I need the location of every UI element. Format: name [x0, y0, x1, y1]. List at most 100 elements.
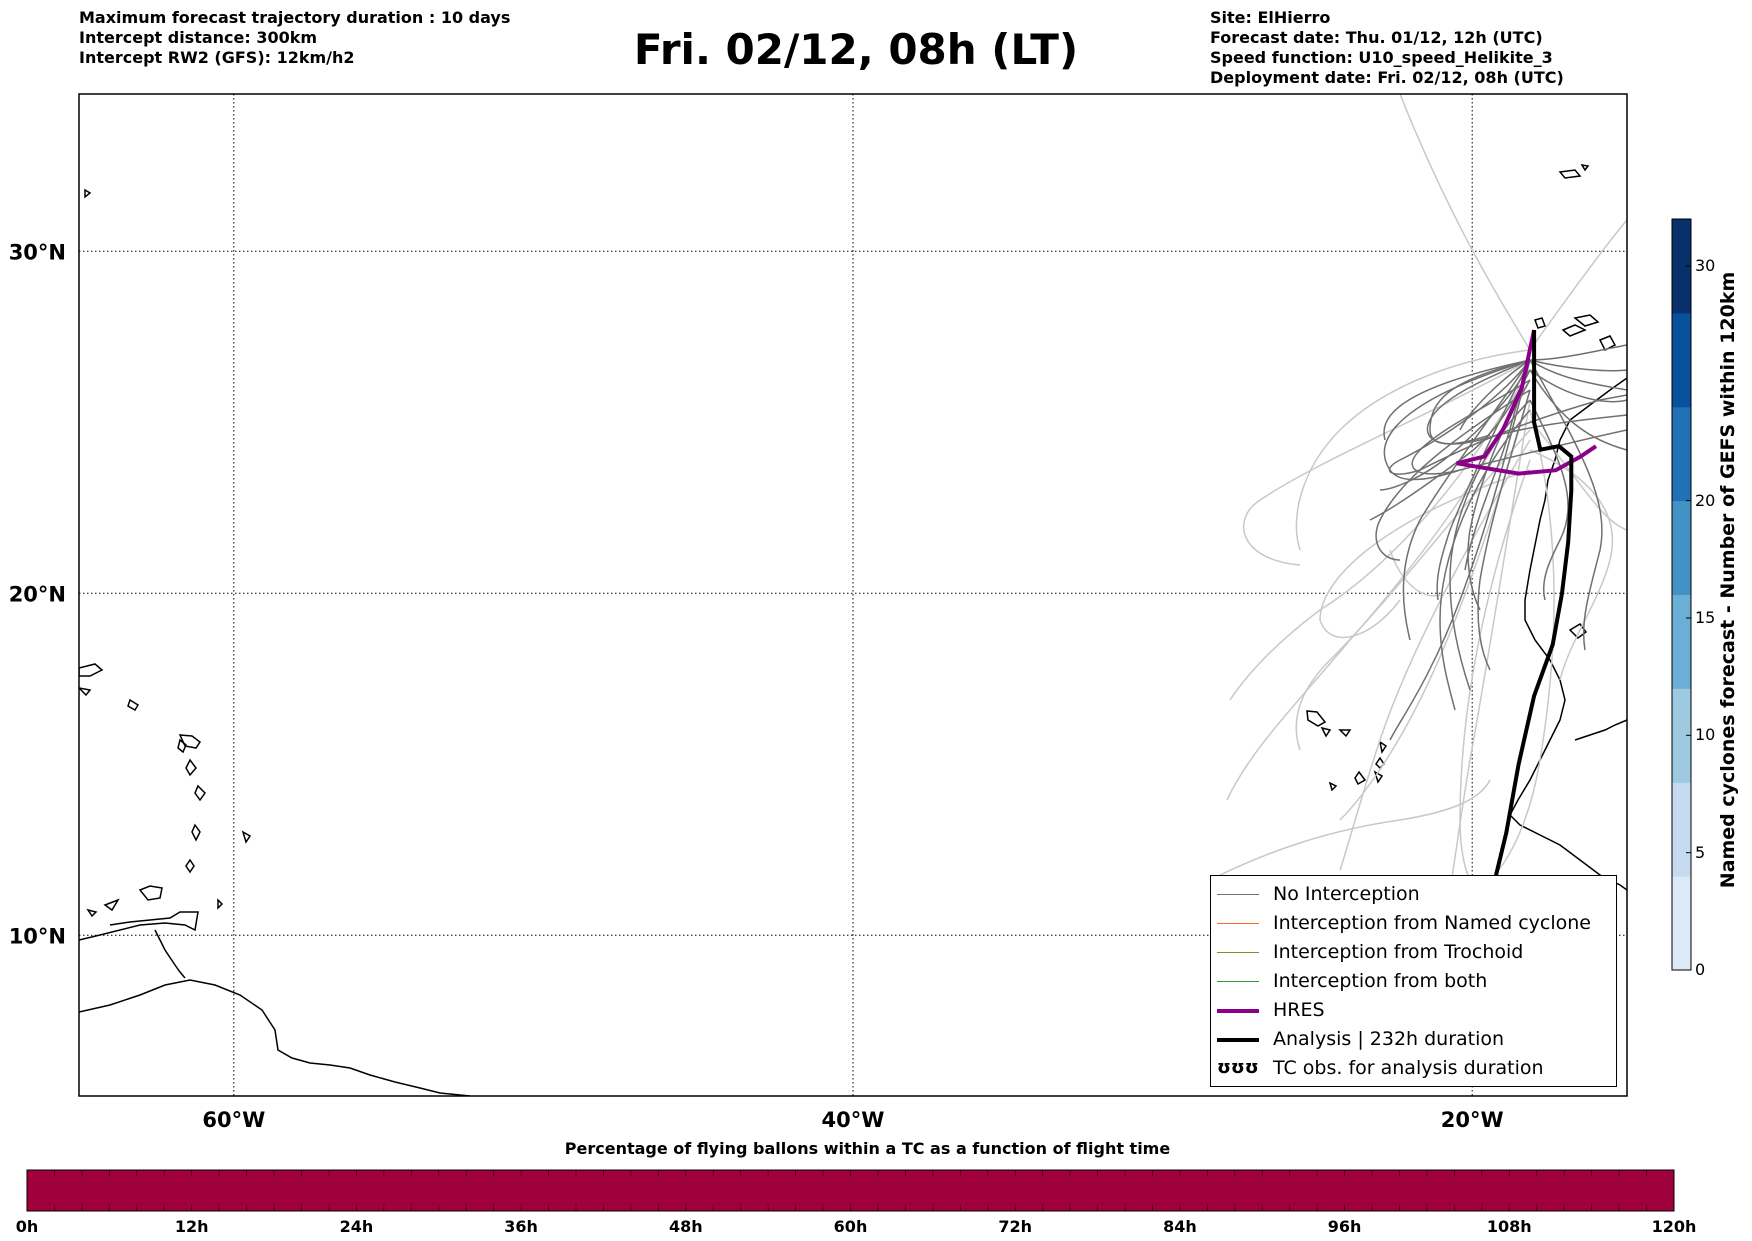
percent-bar-tick-label: 60h [833, 1217, 868, 1236]
madeira-islet [1580, 163, 1590, 172]
legend-label: TC obs. for analysis duration [1273, 1057, 1544, 1079]
percent-bar-tick-label: 84h [1163, 1217, 1197, 1236]
aruba-curacao [86, 908, 98, 918]
page-title: Fri. 02/12, 08h (LT) [633, 25, 1079, 74]
legend-label: No Interception [1273, 883, 1420, 905]
colorbar-tick-label: 15 [1695, 607, 1716, 627]
legend: No Interception Interception from Named … [1210, 875, 1617, 1087]
colorbar-title: Named cyclones forecast - Number of GEFS… [1717, 271, 1739, 889]
lon-tick-label: 60°W [202, 1108, 265, 1132]
west-africa-cape [1568, 623, 1588, 639]
cape-verde-8 [1375, 756, 1385, 770]
colorbar-band [1672, 876, 1691, 971]
map-gridlines [79, 94, 1627, 1096]
barbados [241, 830, 252, 844]
legend-line [1217, 1009, 1259, 1013]
colorbar-band [1672, 594, 1691, 689]
canary-fuerteventura [1573, 314, 1600, 327]
no-interception-trajectories [1369, 344, 1627, 741]
map-frame [78, 93, 1628, 1097]
percent-bar-tick-label: 0h [15, 1217, 39, 1236]
lesser-antilles-2 [185, 758, 197, 777]
analysis-track [1491, 330, 1574, 885]
percentage-bar [26, 1169, 1675, 1212]
guadeloupe [178, 734, 202, 749]
colorbar-tick-label: 30 [1695, 255, 1716, 275]
legend-item-both: Interception from both [1211, 968, 1616, 996]
legend-label: Interception from both [1273, 970, 1488, 992]
percent-bar-tick-label: 48h [668, 1217, 703, 1236]
lat-tick-label: 30°N [9, 240, 66, 264]
colorbar-band [1672, 406, 1691, 502]
legend-item-hres: HRES [1211, 997, 1616, 1025]
highlighted-tracks [1456, 329, 1598, 885]
south-america-coast [79, 979, 471, 1096]
percent-bar-fill [27, 1170, 1674, 1211]
canary-lanzarote [1534, 317, 1546, 329]
madeira [1558, 169, 1582, 179]
cape-verde-6 [1373, 770, 1384, 784]
colorbar-band [1672, 688, 1691, 783]
lesser-antilles-5 [185, 858, 195, 874]
legend-item-tc-obs: ʊʊʊ TC obs. for analysis duration [1211, 1055, 1616, 1083]
cyclone-colorbar [1671, 218, 1692, 971]
lesser-antilles-3 [194, 784, 206, 802]
canary-tenerife [1561, 324, 1587, 337]
forecast-date-text: Forecast date: Thu. 01/12, 12h (UTC) [1210, 28, 1543, 47]
percent-bar-frame [26, 1169, 1675, 1212]
percent-bar-tick-label: 24h [339, 1217, 374, 1236]
intercept-rw2-text: Intercept RW2 (GFS): 12km/h2 [79, 48, 355, 67]
legend-item-no-interception: No Interception [1211, 881, 1616, 909]
colorbar-band [1672, 219, 1691, 314]
legend-item-trochoid: Interception from Trochoid [1211, 939, 1616, 967]
tc-obs-icon: ʊʊʊ [1217, 1057, 1259, 1078]
trinidad [138, 885, 163, 901]
header-left: Maximum forecast trajectory duration : 1… [79, 8, 510, 68]
deployment-date-text: Deployment date: Fri. 02/12, 08h (UTC) [1210, 68, 1564, 87]
legend-label: Interception from Named cyclone [1273, 912, 1591, 934]
puerto-rico [79, 663, 104, 677]
lon-tick-label: 40°W [822, 1108, 885, 1132]
legend-line [1217, 894, 1259, 896]
speed-function-text: Speed function: U10_speed_Helikite_3 [1210, 48, 1553, 67]
legend-line [1217, 981, 1259, 983]
venezuela-coast [79, 911, 199, 941]
colorbar-tick-label: 20 [1695, 490, 1716, 510]
header-right: Site: ElHierro Forecast date: Thu. 01/12… [1210, 8, 1564, 88]
lesser-antilles-4 [191, 823, 201, 842]
max-duration-text: Maximum forecast trajectory duration : 1… [79, 8, 511, 27]
grenada-islets [217, 898, 224, 910]
map-axis-labels: 60°W 40°W 20°W 30°N 20°N 10°N [9, 240, 1504, 1132]
percent-bar-tick-label: 72h [998, 1217, 1033, 1236]
virgin-islands [127, 698, 140, 712]
tobago [103, 898, 120, 912]
colorbar-tick-label: 0 [1695, 960, 1706, 979]
percent-bar-tick-label: 36h [504, 1217, 538, 1236]
cape-verde-5 [1354, 770, 1367, 786]
legend-label: HRES [1273, 999, 1325, 1021]
colorbar-frame [1671, 218, 1692, 971]
percent-bar-tick-label: 120h [1651, 1217, 1697, 1236]
cape-verde-3 [1338, 729, 1352, 738]
paria-peninsula [154, 929, 186, 979]
caribbean-islet-1 [79, 687, 92, 697]
canary-gran-canaria [1598, 335, 1617, 352]
legend-label: Analysis | 232h duration [1273, 1028, 1505, 1050]
intercept-distance-text: Intercept distance: 300km [79, 28, 318, 47]
site-text: Site: ElHierro [1210, 8, 1331, 27]
colorbar-band [1672, 782, 1691, 877]
light-trajectories [1209, 94, 1627, 891]
legend-line [1217, 952, 1259, 954]
colorbar-band [1672, 312, 1691, 408]
percent-bar-tick-label: 12h [174, 1217, 209, 1236]
legend-label: Interception from Trochoid [1273, 941, 1524, 963]
cape-verde-1 [1306, 710, 1327, 727]
legend-item-named-cyclone: Interception from Named cyclone [1211, 910, 1616, 938]
africa-coast-south [1574, 719, 1627, 741]
colorbar-tick-label: 5 [1695, 842, 1706, 862]
colorbar-band [1672, 500, 1691, 595]
legend-line [1217, 923, 1259, 925]
lat-tick-label: 10°N [9, 924, 66, 948]
cape-verde-4 [1378, 740, 1388, 754]
legend-item-analysis: Analysis | 232h duration [1211, 1026, 1616, 1054]
